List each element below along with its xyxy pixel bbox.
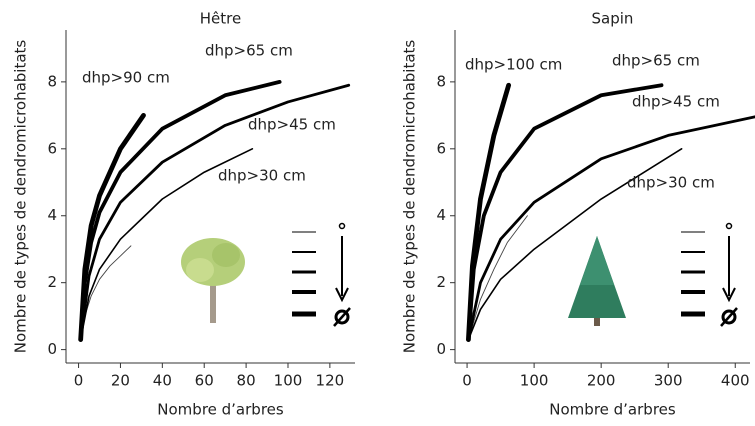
curve-label: dhp>45 cm (632, 93, 720, 111)
y-axis-label: Nombre de types de dendromicrohabitats (401, 40, 419, 354)
x-tick-label: 40 (153, 372, 172, 390)
x-tick-label: 300 (654, 372, 683, 390)
x-tick-label: 20 (111, 372, 130, 390)
curve-label: dhp>45 cm (248, 116, 336, 134)
curve-label: dhp>65 cm (612, 52, 700, 70)
thickness-legend (292, 222, 351, 327)
y-tick-label: 4 (436, 206, 446, 224)
y-tick-label: 8 (436, 72, 446, 90)
x-tick-label: 120 (316, 372, 345, 390)
curve (79, 83, 351, 341)
y-tick-label: 6 (436, 139, 446, 157)
x-tick-label: 400 (721, 372, 750, 390)
x-axis-label: Nombre d’arbres (549, 401, 676, 419)
curve (467, 148, 683, 341)
thickness-legend (681, 222, 738, 327)
y-tick-label: 0 (47, 340, 57, 358)
beech-icon (181, 238, 245, 323)
y-tick-label: 4 (47, 206, 57, 224)
x-tick-label: 100 (520, 372, 549, 390)
x-tick-label: 0 (462, 372, 472, 390)
curve-label: dhp>90 cm (82, 69, 170, 87)
chart-title: Sapin (592, 10, 634, 28)
curve-label: dhp>30 cm (627, 174, 715, 192)
y-tick-label: 8 (47, 72, 57, 90)
curve (78, 112, 146, 342)
curve (466, 82, 512, 342)
chart-title: Hêtre (200, 10, 241, 28)
x-tick-label: 100 (274, 372, 303, 390)
y-tick-label: 2 (47, 273, 57, 291)
x-axis-label: Nombre d’arbres (157, 401, 284, 419)
x-tick-label: 200 (587, 372, 616, 390)
x-tick-label: 80 (237, 372, 256, 390)
curve (79, 148, 254, 341)
curve-label: dhp>30 cm (218, 167, 306, 185)
y-axis-label: Nombre de types de dendromicrohabitats (12, 40, 30, 354)
fir-icon (568, 236, 626, 326)
curve (467, 115, 755, 341)
y-tick-label: 0 (436, 340, 446, 358)
x-tick-label: 60 (195, 372, 214, 390)
x-tick-label: 0 (74, 372, 84, 390)
y-tick-label: 6 (47, 139, 57, 157)
y-tick-label: 2 (436, 273, 446, 291)
curve (467, 215, 528, 341)
curve-label: dhp>65 cm (205, 42, 293, 60)
curve-label: dhp>100 cm (465, 56, 562, 74)
